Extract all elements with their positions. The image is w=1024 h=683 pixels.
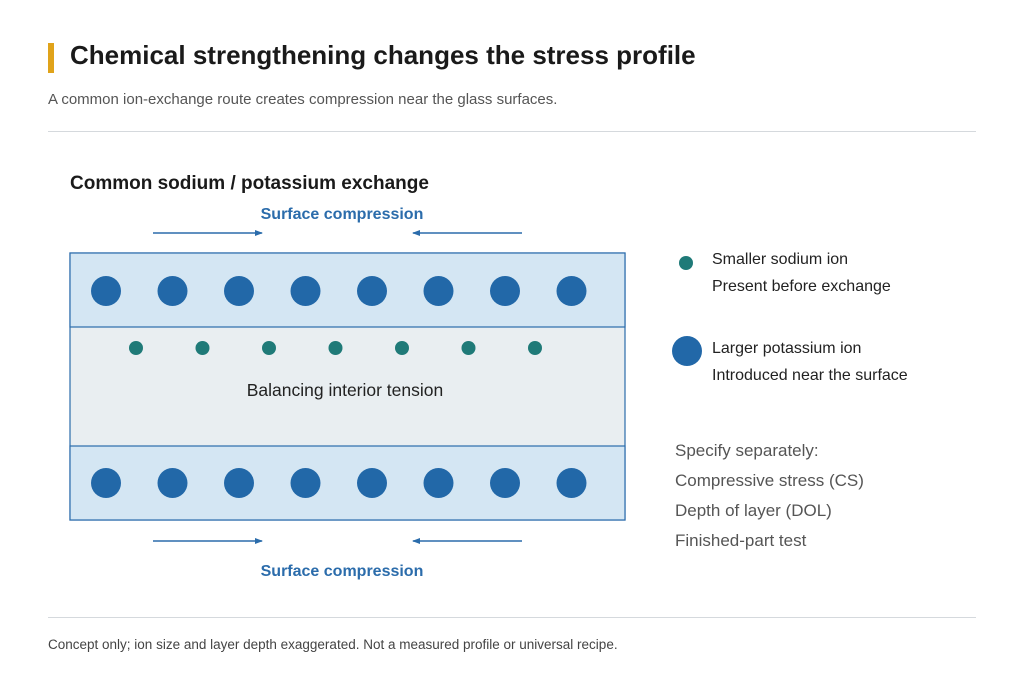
- specify-item-cs: Compressive stress (CS): [675, 471, 864, 490]
- potassium-ion: [556, 276, 587, 306]
- potassium-ion: [423, 468, 454, 498]
- bottom-compression-layer: [69, 445, 626, 521]
- legend-sodium-ion-swatch: [679, 256, 693, 270]
- interior-sodium-ions: [129, 341, 542, 355]
- top-compression-label: Surface compression: [261, 206, 424, 223]
- potassium-ion: [157, 276, 188, 306]
- potassium-ion: [556, 468, 587, 498]
- bottom-compression-label: Surface compression: [261, 563, 424, 580]
- potassium-ion: [157, 468, 188, 498]
- sodium-ion: [262, 341, 276, 355]
- top-compression-layer: [69, 252, 626, 328]
- potassium-ion: [290, 276, 321, 306]
- potassium-ion: [224, 276, 254, 306]
- diagram-heading: Common sodium / potassium exchange: [70, 173, 429, 194]
- footer-note: Concept only; ion size and layer depth e…: [48, 637, 618, 652]
- specify-item-dol: Depth of layer (DOL): [675, 501, 832, 520]
- sodium-ion: [395, 341, 409, 355]
- potassium-ion: [290, 468, 321, 498]
- legend-potassium-ion-label: Larger potassium ion: [712, 340, 861, 357]
- sodium-ion: [328, 341, 343, 355]
- sodium-ion: [195, 341, 210, 355]
- legend-sodium-ion-note: Present before exchange: [712, 278, 891, 295]
- page-subtitle: A common ion-exchange route creates comp…: [48, 91, 558, 108]
- sodium-ion: [461, 341, 476, 355]
- title-accent-bar: [48, 43, 54, 73]
- potassium-ion: [224, 468, 254, 498]
- sodium-ion: [528, 341, 542, 355]
- potassium-ion: [490, 468, 520, 498]
- legend-potassium-ion-swatch: [672, 336, 702, 366]
- sodium-ion: [129, 341, 143, 355]
- page-title: Chemical strengthening changes the stres…: [70, 40, 696, 70]
- potassium-ion: [423, 276, 454, 306]
- potassium-ion: [490, 276, 520, 306]
- legend-potassium-ion-note: Introduced near the surface: [712, 367, 908, 384]
- potassium-ion: [357, 468, 387, 498]
- bottom-divider: [48, 617, 976, 618]
- bottom-potassium-ions: [91, 468, 587, 498]
- legend-sodium-ion-label: Smaller sodium ion: [712, 251, 848, 268]
- potassium-ion: [91, 276, 121, 306]
- specify-item-test: Finished-part test: [675, 531, 807, 550]
- potassium-ion: [357, 276, 387, 306]
- top-potassium-ions: [91, 276, 587, 306]
- interior-tension-label: Balancing interior tension: [247, 380, 444, 400]
- top-divider: [48, 131, 976, 132]
- potassium-ion: [91, 468, 121, 498]
- specify-heading: Specify separately:: [675, 441, 819, 460]
